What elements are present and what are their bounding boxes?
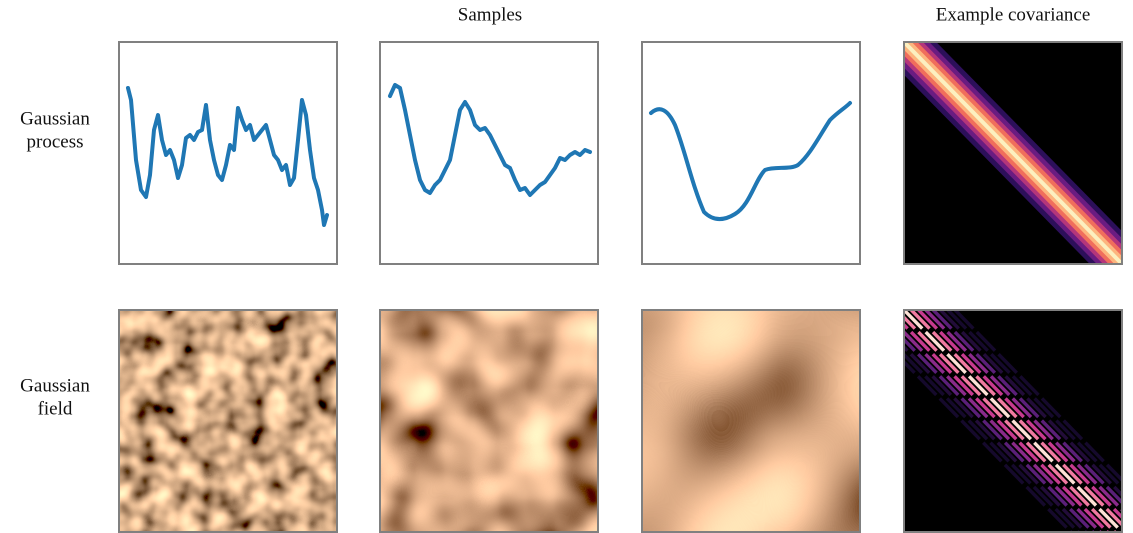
covariance-stripe xyxy=(904,344,1087,532)
covariance-stripe xyxy=(910,310,1122,527)
sample-curve xyxy=(126,86,329,227)
row-label: Gaussian xyxy=(20,375,90,396)
row-label: field xyxy=(38,398,73,419)
covariance-process xyxy=(904,42,1122,264)
covariance-stripe xyxy=(917,310,1122,520)
covariance-stripe xyxy=(904,329,1102,532)
panel-frame xyxy=(379,309,599,533)
covariance-stripe xyxy=(953,310,1122,483)
row-label: Gaussian xyxy=(20,108,90,129)
header: Example covariance xyxy=(936,4,1091,25)
panel-frame xyxy=(118,41,338,265)
panel-frame xyxy=(903,309,1123,533)
covariance-stripe xyxy=(904,315,1116,532)
header: Samples xyxy=(458,4,522,25)
row-label: process xyxy=(27,131,84,152)
sample-curve xyxy=(388,83,592,197)
panel-frame xyxy=(903,41,1123,265)
field-sample xyxy=(642,310,860,532)
field-sample xyxy=(119,310,337,532)
covariance-stripe xyxy=(904,337,1095,532)
covariance-stripe xyxy=(904,322,1109,532)
covariance-stripe xyxy=(904,310,1122,532)
panel-frame xyxy=(641,309,861,533)
panel-frame xyxy=(118,309,338,533)
covariance-stripe xyxy=(904,359,1073,532)
panel-frame xyxy=(379,41,599,265)
covariance-stripe xyxy=(939,310,1122,498)
covariance-stripe xyxy=(931,310,1122,505)
covariance-stripe xyxy=(924,310,1122,513)
covariance-stripe xyxy=(904,352,1080,532)
panel-frame xyxy=(641,41,861,265)
covariance-stripe xyxy=(946,310,1122,490)
sample-curve xyxy=(649,101,852,221)
process-samples xyxy=(118,41,861,265)
field-sample xyxy=(380,310,598,532)
covariance-field xyxy=(904,310,1122,532)
